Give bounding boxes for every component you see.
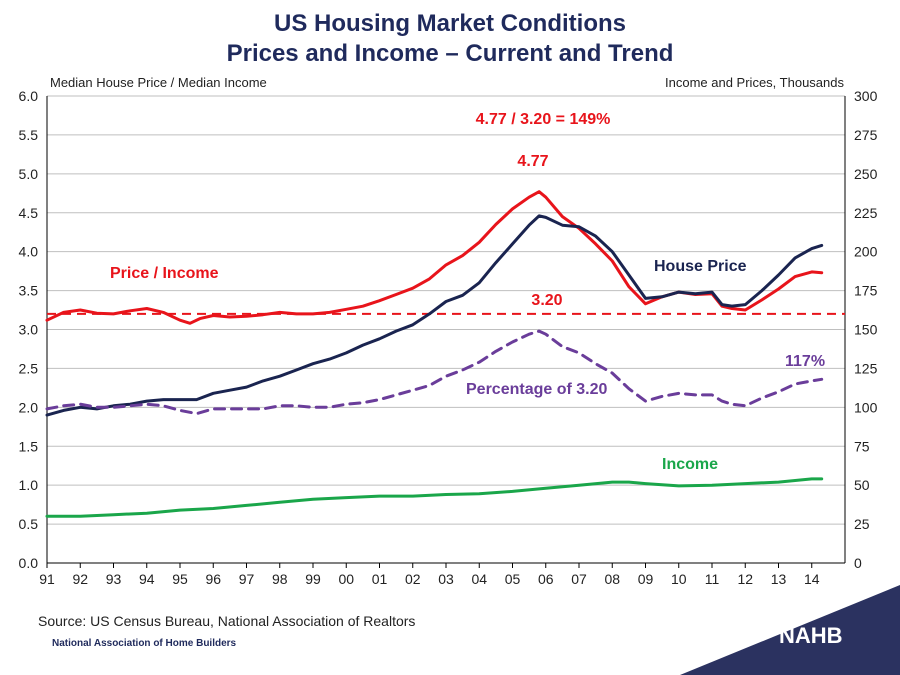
- y-tick-right: 150: [854, 322, 878, 338]
- y-tick-left: 0.5: [19, 516, 39, 532]
- x-tick-label: 05: [505, 571, 521, 587]
- x-tick-label: 91: [39, 571, 55, 587]
- y-tick-right: 250: [854, 166, 878, 182]
- y-tick-left: 5.5: [19, 127, 39, 143]
- x-tick-label: 08: [604, 571, 620, 587]
- series-line-house-price: [45, 214, 824, 417]
- x-tick-label: 02: [405, 571, 421, 587]
- y-tick-right: 0: [854, 555, 862, 571]
- y-tick-right: 50: [854, 477, 870, 493]
- y-tick-left: 3.5: [19, 283, 39, 299]
- x-tick-label: 14: [804, 571, 820, 587]
- y-tick-right: 75: [854, 438, 870, 454]
- x-tick-label: 11: [705, 571, 720, 587]
- y-tick-left: 0.0: [19, 555, 39, 571]
- annotation-label: 4.77: [517, 153, 548, 170]
- annotation-label: 4.77 / 3.20 = 149%: [476, 111, 611, 128]
- nahb-logo: NAHB: [779, 623, 843, 648]
- y-tick-left: 3.0: [19, 322, 39, 338]
- annotation-label: Price / Income: [110, 265, 219, 282]
- x-tick-label: 00: [338, 571, 354, 587]
- y-axis-left-label: Median House Price / Median Income: [50, 75, 267, 90]
- y-tick-left: 1.0: [19, 477, 39, 493]
- x-tick-label: 09: [638, 571, 654, 587]
- y-axis-right-label: Income and Prices, Thousands: [665, 75, 844, 90]
- x-tick-label: 93: [106, 571, 122, 587]
- y-tick-left: 4.5: [19, 205, 39, 221]
- y-tick-right: 175: [854, 283, 878, 299]
- x-tick-label: 04: [471, 571, 487, 587]
- chart-subtitle: Prices and Income – Current and Trend: [226, 40, 674, 67]
- footer-banner-shape: [680, 585, 900, 675]
- x-tick-label: 92: [72, 571, 88, 587]
- x-tick-label: 01: [372, 571, 388, 587]
- x-tick-label: 95: [172, 571, 188, 587]
- x-tick-label: 13: [771, 571, 787, 587]
- x-tick-label: 03: [438, 571, 454, 587]
- annotation-label: House Price: [654, 258, 747, 275]
- annotation-label: 3.20: [531, 292, 562, 309]
- organization-name: National Association of Home Builders: [52, 638, 237, 649]
- y-tick-left: 2.5: [19, 360, 39, 376]
- y-tick-right: 100: [854, 399, 878, 415]
- y-tick-left: 5.0: [19, 166, 39, 182]
- y-tick-right: 125: [854, 360, 878, 376]
- x-tick-label: 94: [139, 571, 155, 587]
- annotation-label: 117%: [785, 353, 825, 370]
- x-tick-label: 99: [305, 571, 321, 587]
- x-tick-label: 07: [571, 571, 587, 587]
- x-tick-label: 06: [538, 571, 554, 587]
- source-note: Source: US Census Bureau, National Assoc…: [38, 613, 416, 629]
- x-tick-label: 10: [671, 571, 687, 587]
- chart-title: US Housing Market Conditions: [273, 10, 626, 37]
- y-tick-left: 4.0: [19, 244, 39, 260]
- y-tick-left: 2.0: [19, 399, 39, 415]
- y-tick-right: 200: [854, 244, 878, 260]
- x-tick-label: 12: [737, 571, 753, 587]
- y-tick-right: 225: [854, 205, 878, 221]
- series-line-income: [45, 477, 824, 518]
- x-tick-label: 98: [272, 571, 288, 587]
- y-tick-left: 1.5: [19, 438, 39, 454]
- series-line-percentage-of-3-20: [45, 329, 824, 416]
- y-tick-right: 25: [854, 516, 870, 532]
- y-tick-left: 6.0: [19, 88, 39, 104]
- annotation-label: Percentage of 3.20: [466, 381, 608, 398]
- y-tick-right: 300: [854, 88, 878, 104]
- x-tick-label: 97: [239, 571, 255, 587]
- x-tick-label: 96: [205, 571, 221, 587]
- annotation-label: Income: [662, 456, 718, 473]
- y-tick-right: 275: [854, 127, 878, 143]
